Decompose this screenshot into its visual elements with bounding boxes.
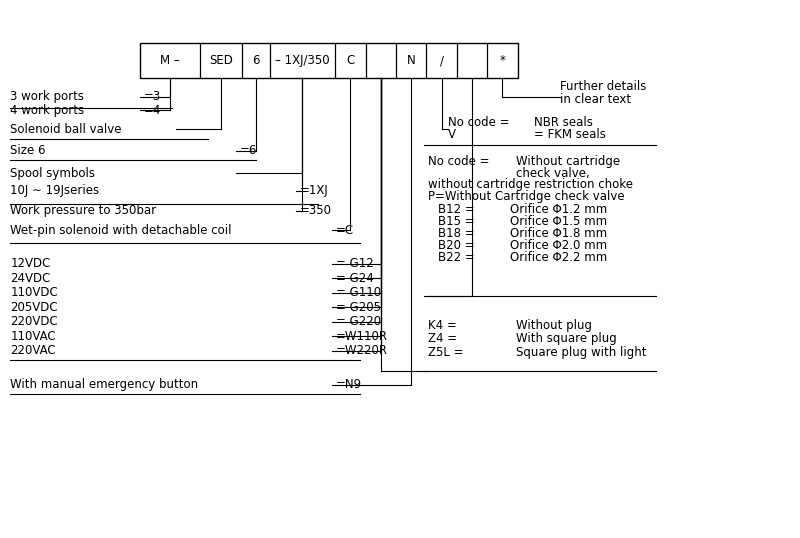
Text: Orifice Φ2.0 mm: Orifice Φ2.0 mm — [510, 239, 607, 252]
Text: 24VDC: 24VDC — [10, 272, 50, 285]
Text: Z5L =: Z5L = — [428, 346, 463, 359]
Text: C: C — [346, 54, 354, 67]
Text: With square plug: With square plug — [516, 332, 617, 345]
Text: 6: 6 — [252, 54, 259, 67]
Text: Orifice Φ1.2 mm: Orifice Φ1.2 mm — [510, 203, 608, 216]
Text: 220VAC: 220VAC — [10, 344, 56, 357]
Text: Square plug with light: Square plug with light — [516, 346, 646, 359]
Text: B12 =: B12 = — [438, 203, 475, 216]
Text: 110VDC: 110VDC — [10, 286, 58, 299]
Text: =N9: =N9 — [336, 378, 362, 391]
Text: 10J ∼ 19Jseries: 10J ∼ 19Jseries — [10, 185, 99, 197]
Text: = G205: = G205 — [336, 301, 381, 314]
Text: P=Without Cartridge check valve: P=Without Cartridge check valve — [428, 190, 625, 203]
Text: B15 =: B15 = — [438, 215, 475, 228]
Text: =W110R: =W110R — [336, 330, 388, 343]
Text: V: V — [448, 128, 456, 141]
Text: /: / — [440, 54, 443, 67]
Text: = G24: = G24 — [336, 272, 374, 285]
Text: M –: M – — [160, 54, 180, 67]
Text: =W220R: =W220R — [336, 344, 388, 357]
Text: Further details: Further details — [560, 80, 646, 93]
Text: Orifice Φ1.8 mm: Orifice Φ1.8 mm — [510, 227, 607, 240]
Text: 3 work ports: 3 work ports — [10, 90, 85, 103]
Text: in clear text: in clear text — [560, 93, 631, 106]
Text: Spool symbols: Spool symbols — [10, 167, 95, 180]
Text: No code =: No code = — [448, 116, 510, 129]
Text: N: N — [407, 54, 415, 67]
Text: Orifice Φ1.5 mm: Orifice Φ1.5 mm — [510, 215, 607, 228]
Text: = G110: = G110 — [336, 286, 381, 299]
Text: Orifice Φ2.2 mm: Orifice Φ2.2 mm — [510, 251, 608, 264]
Text: B18 =: B18 = — [438, 227, 475, 240]
Text: 110VAC: 110VAC — [10, 330, 56, 343]
Text: check valve,: check valve, — [516, 167, 590, 180]
Text: No code =: No code = — [428, 155, 490, 168]
Text: Z4 =: Z4 = — [428, 332, 457, 345]
Text: NBR seals: NBR seals — [534, 116, 594, 129]
Text: = G220: = G220 — [336, 315, 381, 328]
Text: With manual emergency button: With manual emergency button — [10, 378, 198, 391]
Text: =3: =3 — [144, 90, 162, 103]
Text: = G12: = G12 — [336, 257, 374, 270]
Text: =6: =6 — [240, 144, 258, 157]
Text: without cartridge restriction choke: without cartridge restriction choke — [428, 178, 633, 191]
Text: 4 work ports: 4 work ports — [10, 104, 85, 117]
Text: *: * — [499, 54, 506, 67]
Text: B20 =: B20 = — [438, 239, 475, 252]
Text: Work pressure to 350bar: Work pressure to 350bar — [10, 204, 157, 217]
Text: SED: SED — [209, 54, 233, 67]
Text: K4 =: K4 = — [428, 319, 457, 332]
Text: 220VDC: 220VDC — [10, 315, 58, 328]
Text: 12VDC: 12VDC — [10, 257, 50, 270]
Text: = FKM seals: = FKM seals — [534, 128, 606, 141]
Text: 205VDC: 205VDC — [10, 301, 58, 314]
Text: =C: =C — [336, 224, 354, 237]
Text: B22 =: B22 = — [438, 251, 475, 264]
Text: Solenoid ball valve: Solenoid ball valve — [10, 123, 122, 136]
Text: Without plug: Without plug — [516, 319, 592, 332]
Bar — [140, 43, 518, 78]
Text: =4: =4 — [144, 104, 162, 117]
Text: Without cartridge: Without cartridge — [516, 155, 620, 168]
Text: =350: =350 — [300, 204, 332, 217]
Text: Wet-pin solenoid with detachable coil: Wet-pin solenoid with detachable coil — [10, 224, 232, 237]
Text: – 1XJ/350: – 1XJ/350 — [275, 54, 330, 67]
Text: =1XJ: =1XJ — [300, 185, 329, 197]
Text: Size 6: Size 6 — [10, 144, 46, 157]
